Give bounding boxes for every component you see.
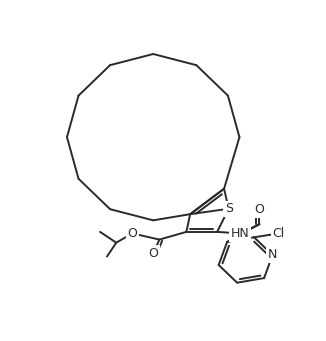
Text: O: O (255, 203, 264, 216)
Text: O: O (127, 227, 137, 240)
Text: O: O (148, 247, 158, 260)
Text: S: S (225, 202, 233, 215)
Text: N: N (268, 249, 277, 262)
Text: Cl: Cl (273, 227, 285, 240)
Text: HN: HN (231, 227, 250, 240)
